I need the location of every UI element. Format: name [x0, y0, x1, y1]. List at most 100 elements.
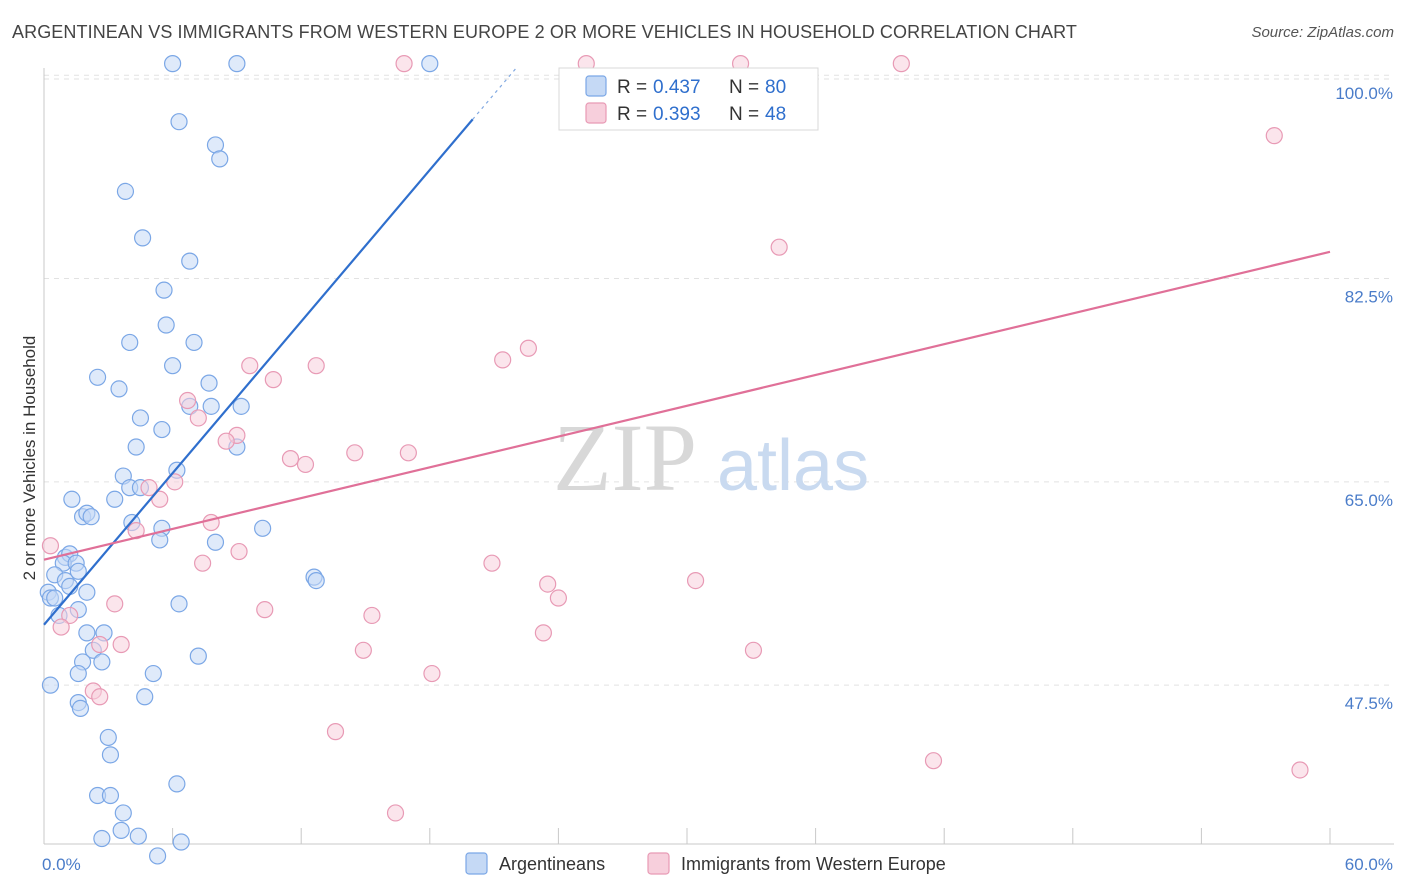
western-europe-point: [230, 542, 248, 561]
argentinean-point: [69, 664, 87, 683]
western-europe-point: [744, 641, 763, 659]
argentinean-point: [63, 490, 81, 508]
legend-r-value: 0.437: [653, 77, 701, 98]
argentinean-point: [116, 182, 135, 201]
trend-line-western-europe: [43, 250, 1331, 561]
western-europe-point: [91, 635, 109, 654]
western-europe-point: [281, 450, 300, 468]
western-europe-point: [423, 664, 441, 683]
watermark-atlas: atlas: [717, 426, 869, 506]
argentinean-point: [144, 664, 162, 683]
argentinean-point: [202, 397, 220, 415]
bottom-legend: Argentineans Immigrants from Western Eur…: [465, 852, 946, 875]
bottom-legend-label-western-europe: Immigrants from Western Europe: [681, 854, 946, 874]
legend-n-value: 80: [765, 77, 786, 98]
western-europe-point: [686, 572, 705, 590]
argentinean-point: [78, 624, 96, 642]
western-europe-point: [770, 238, 788, 256]
western-europe-point: [1291, 761, 1309, 779]
western-europe-point: [52, 618, 70, 636]
x-tick-label-min: 0.0%: [42, 855, 81, 874]
y-axis-title: 2 or more Vehicles in Household: [20, 336, 39, 581]
western-europe-point: [549, 589, 568, 607]
x-tick-labels: 0.0% 60.0%: [42, 855, 1393, 874]
western-europe-point: [140, 479, 158, 497]
western-europe-point: [386, 804, 405, 822]
data-points: [39, 55, 1309, 865]
argentinean-point: [206, 533, 225, 551]
y-tick-labels: 100.0% 82.5% 65.0% 47.5%: [1335, 84, 1393, 713]
western-europe-point: [399, 444, 417, 462]
argentinean-point: [101, 786, 120, 805]
western-europe-point: [194, 554, 212, 572]
argentinean-point: [172, 833, 190, 851]
western-europe-point: [326, 723, 345, 741]
argentinean-point: [82, 508, 100, 526]
argentinean-point: [164, 357, 182, 375]
chart-title: ARGENTINEAN VS IMMIGRANTS FROM WESTERN E…: [12, 22, 1077, 42]
bottom-legend-swatch-western-europe: [647, 852, 670, 875]
western-europe-point: [106, 595, 124, 613]
argentinean-point: [88, 368, 107, 386]
argentinean-point: [110, 380, 128, 398]
argentinean-point: [211, 150, 229, 168]
western-europe-point: [1265, 127, 1283, 145]
argentinean-point: [71, 699, 90, 717]
argentinean-point: [307, 572, 325, 590]
western-europe-point: [892, 55, 910, 73]
argentinean-point: [131, 409, 150, 427]
series-0: [39, 55, 439, 865]
western-europe-point: [483, 554, 501, 572]
legend-r-value: 0.393: [653, 104, 701, 125]
trend-lines: [43, 68, 1331, 626]
western-europe-point: [539, 575, 557, 593]
y-tick-label: 82.5%: [1345, 288, 1393, 307]
western-europe-point: [307, 357, 325, 375]
western-europe-point: [241, 357, 259, 375]
watermark-zip: ZIP: [553, 404, 697, 511]
argentinean-point: [114, 804, 132, 822]
y-tick-label: 47.5%: [1345, 694, 1393, 713]
watermark: ZIP atlas: [553, 404, 869, 511]
legend-n-label: N =: [729, 77, 759, 98]
argentinean-point: [69, 562, 87, 580]
legend-n-label: N =: [729, 104, 759, 125]
argentinean-point: [254, 519, 272, 537]
gridlines: [44, 74, 1394, 686]
y-tick-label: 65.0%: [1345, 491, 1393, 510]
argentinean-point: [228, 55, 246, 73]
argentinean-point: [46, 589, 64, 607]
argentinean-point: [155, 281, 173, 299]
source-label: Source: ZipAtlas.com: [1251, 24, 1394, 41]
argentinean-point: [127, 438, 145, 456]
argentinean-point: [112, 821, 130, 839]
western-europe-point: [534, 624, 552, 642]
argentinean-point: [121, 333, 139, 352]
western-europe-point: [519, 339, 537, 357]
argentinean-point: [168, 775, 186, 793]
legend-r-label: R =: [617, 77, 647, 98]
western-europe-point: [112, 635, 130, 654]
argentinean-point: [99, 728, 117, 747]
y-tick-label: 100.0%: [1335, 84, 1393, 103]
western-europe-point: [61, 606, 79, 625]
bottom-legend-label-argentineans: Argentineans: [499, 854, 605, 874]
legend-n-value: 48: [765, 104, 786, 125]
western-europe-point: [354, 641, 372, 659]
western-europe-point: [924, 752, 943, 770]
western-europe-point: [166, 473, 184, 491]
argentinean-point: [421, 55, 439, 73]
western-europe-point: [363, 606, 381, 625]
argentinean-point: [157, 316, 175, 334]
argentinean-point: [181, 252, 199, 270]
argentinean-point: [78, 583, 96, 601]
argentinean-point: [106, 490, 124, 508]
argentinean-point: [148, 847, 167, 865]
x-tick-label-max: 60.0%: [1345, 855, 1393, 874]
argentinean-point: [200, 374, 218, 392]
argentinean-point: [153, 420, 171, 439]
western-europe-point: [179, 391, 197, 410]
western-europe-point: [296, 455, 315, 474]
bottom-legend-swatch-argentineans: [465, 852, 488, 875]
